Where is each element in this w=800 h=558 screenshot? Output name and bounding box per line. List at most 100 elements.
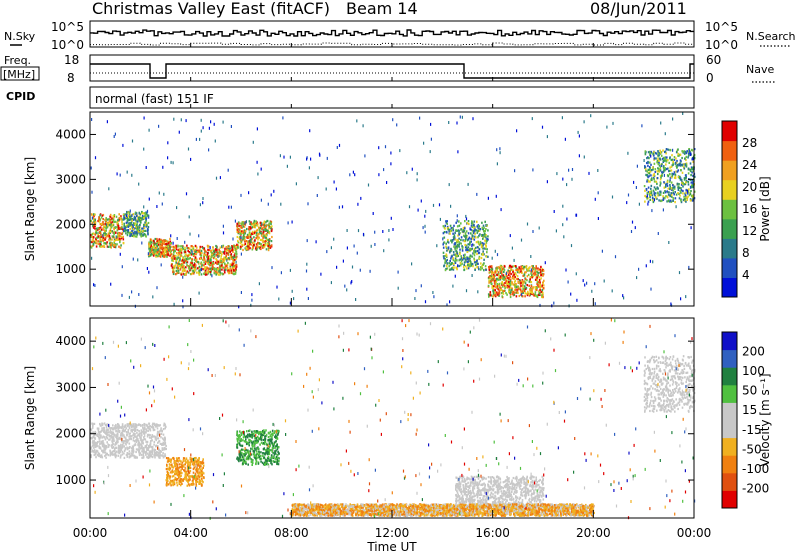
data-cell xyxy=(131,230,133,232)
data-cell xyxy=(538,281,540,283)
data-cell xyxy=(483,269,485,271)
noise-cell xyxy=(157,248,158,251)
data-cell xyxy=(106,441,108,443)
data-cell xyxy=(681,157,683,159)
data-cell xyxy=(475,236,477,238)
data-cell xyxy=(171,259,173,261)
data-cell xyxy=(177,484,179,486)
data-cell xyxy=(111,432,113,434)
data-cell xyxy=(481,257,483,259)
data-cell xyxy=(169,467,171,469)
data-cell xyxy=(154,456,156,458)
data-cell xyxy=(646,180,648,182)
data-cell xyxy=(691,149,693,151)
noise-cell xyxy=(646,188,647,191)
data-cell xyxy=(469,244,471,246)
noise-cell xyxy=(433,295,434,298)
data-cell xyxy=(482,267,484,269)
data-cell xyxy=(183,460,185,462)
data-cell xyxy=(157,425,159,427)
data-cell xyxy=(212,247,214,249)
data-cell xyxy=(649,196,651,198)
data-cell xyxy=(255,220,257,222)
data-cell xyxy=(118,427,120,429)
data-cell xyxy=(682,151,684,153)
data-cell xyxy=(230,256,232,258)
noise-cell xyxy=(337,146,338,149)
data-cell xyxy=(173,265,175,267)
noise-cell xyxy=(421,200,422,203)
data-cell xyxy=(166,457,168,459)
data-cell xyxy=(445,243,447,245)
data-cell xyxy=(649,166,651,168)
data-cell xyxy=(543,270,545,272)
data-cell xyxy=(131,454,133,456)
data-cell xyxy=(102,221,104,223)
data-cell xyxy=(148,217,150,219)
noise-cell xyxy=(342,205,343,208)
data-cell xyxy=(169,255,171,257)
data-cell xyxy=(149,456,151,458)
data-cell xyxy=(257,244,259,246)
data-cell xyxy=(160,454,162,456)
data-cell xyxy=(650,174,652,176)
data-cell xyxy=(184,249,186,251)
data-cell xyxy=(508,274,510,276)
noise-cell xyxy=(360,197,361,200)
data-cell xyxy=(143,456,145,458)
noise-cell xyxy=(353,171,354,174)
data-cell xyxy=(650,188,652,190)
data-cell xyxy=(117,222,119,224)
data-cell xyxy=(486,248,488,250)
data-cell xyxy=(207,245,209,247)
noise-cell xyxy=(220,176,221,179)
data-cell xyxy=(138,446,140,448)
noise-cell xyxy=(583,279,584,282)
data-cell xyxy=(220,247,222,249)
data-cell xyxy=(666,148,668,150)
noise-cell xyxy=(627,152,628,155)
data-cell xyxy=(158,241,160,243)
data-cell xyxy=(532,265,534,267)
data-cell xyxy=(534,274,536,276)
noise-cell xyxy=(317,194,318,197)
data-cell xyxy=(657,170,659,172)
data-cell xyxy=(674,171,676,173)
nave-tick-high: 60 xyxy=(706,53,721,67)
data-cell xyxy=(118,447,120,449)
data-cell xyxy=(676,151,678,153)
data-cell xyxy=(99,214,101,216)
data-cell xyxy=(123,445,125,447)
data-cell xyxy=(145,445,147,447)
data-cell xyxy=(464,254,466,256)
data-cell xyxy=(233,269,235,271)
noise-cell xyxy=(202,201,203,204)
noise-cell xyxy=(602,250,603,253)
data-cell xyxy=(141,429,143,431)
data-cell xyxy=(108,434,110,436)
data-cell xyxy=(659,150,661,152)
noise-cell xyxy=(378,146,379,149)
data-cell xyxy=(209,259,211,261)
data-cell xyxy=(113,244,115,246)
data-cell xyxy=(671,182,673,184)
data-cell xyxy=(477,236,479,238)
data-cell xyxy=(100,239,102,241)
data-cell xyxy=(234,254,236,256)
data-cell xyxy=(175,262,177,264)
data-cell xyxy=(97,227,99,229)
data-cell xyxy=(475,250,477,252)
noise-cell xyxy=(336,188,337,191)
data-cell xyxy=(668,188,670,190)
data-cell xyxy=(677,192,679,194)
noise-cell xyxy=(532,230,533,233)
data-cell xyxy=(185,476,187,478)
data-cell xyxy=(247,248,249,250)
data-cell xyxy=(688,172,690,174)
data-cell xyxy=(172,266,174,268)
data-cell xyxy=(254,220,256,222)
noise-cell xyxy=(584,284,585,287)
noise-cell xyxy=(501,208,502,211)
data-cell xyxy=(160,251,162,253)
noise-cell xyxy=(186,119,187,122)
